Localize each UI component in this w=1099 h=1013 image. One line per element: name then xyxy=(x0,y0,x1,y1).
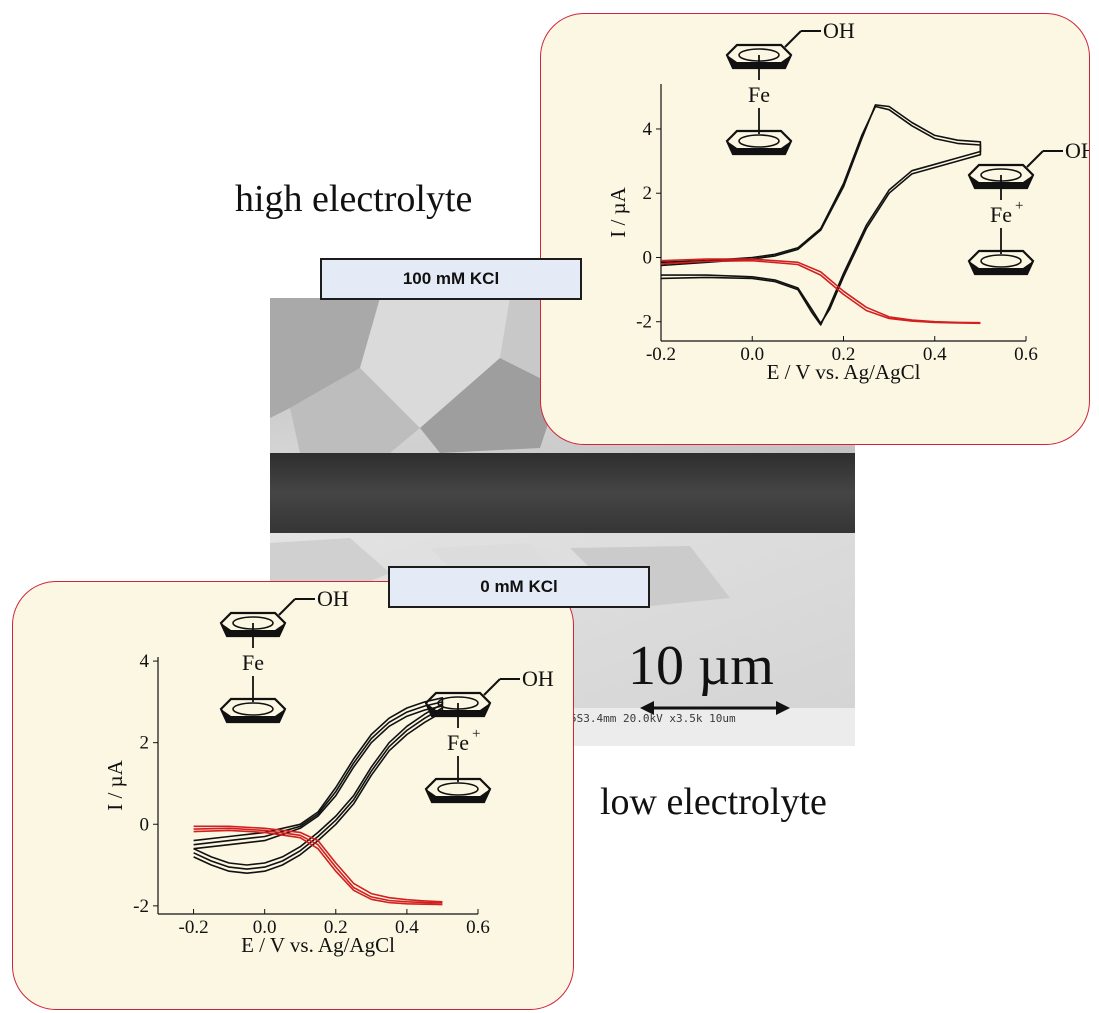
y-tick-label: 2 xyxy=(140,733,150,754)
bond-ch2 xyxy=(278,598,296,616)
cv-trace xyxy=(660,105,982,325)
cp-ring-bottom xyxy=(221,623,285,636)
cv-trace xyxy=(193,827,443,904)
x-tick-label: 0.6 xyxy=(1014,344,1038,365)
cp-ring-aromatic xyxy=(980,254,1022,268)
x-tick-label: 0.2 xyxy=(832,344,856,365)
x-tick-label: 0.4 xyxy=(923,344,947,365)
cp-ring-bottom xyxy=(727,141,791,154)
x-axis-title: E / V vs. Ag/AgCl xyxy=(241,933,395,957)
x-tick-label: 0.0 xyxy=(253,917,277,938)
caption-low-electrolyte: low electrolyte xyxy=(600,781,827,823)
x-tick-label: -0.2 xyxy=(646,344,676,365)
cv-trace xyxy=(193,825,443,903)
fe-label: Fe xyxy=(242,650,264,675)
cp-ring-bottom xyxy=(969,175,1033,188)
y-tick-label: 2 xyxy=(643,183,653,204)
cp-ring-aromatic xyxy=(437,782,479,796)
cv-trace xyxy=(660,259,981,325)
bond-ch2 xyxy=(1026,150,1044,168)
y-tick-label: -2 xyxy=(133,896,149,917)
y-tick-label: 0 xyxy=(140,814,150,835)
scale-bar-arrow xyxy=(640,701,790,715)
x-tick-label: 0.4 xyxy=(395,917,419,938)
cv-trace xyxy=(193,701,444,870)
cv-chart-high: -0.2 0.0 0.2 0.4 0.6 -2 0 2 4 E / V vs. Ag/AgCl I … xyxy=(606,18,1089,384)
cv-trace xyxy=(193,697,444,866)
cv-trace xyxy=(193,705,444,875)
y-axis-title: I / µA xyxy=(606,186,630,237)
y-tick-label: 0 xyxy=(643,247,653,268)
oh-group-label: OH xyxy=(1065,138,1089,163)
cv-chart-low: -0.2 0.0 0.2 0.4 0.6 -2 0 2 4 E / V vs. Ag/AgCl I … xyxy=(103,586,554,957)
panel-high-electrolyte: -0.2 0.0 0.2 0.4 0.6 -2 0 2 4 E / V vs. Ag/AgCl I … xyxy=(540,13,1090,445)
scale-bar-label: 10 µm xyxy=(628,635,774,697)
x-tick-label: 0.2 xyxy=(324,917,348,938)
cp-ring-bottom xyxy=(727,55,791,68)
cp-ring-bottom xyxy=(969,261,1033,274)
y-tick-label: -2 xyxy=(636,312,652,333)
charge-label: + xyxy=(1015,198,1023,214)
oh-group-label: OH xyxy=(317,586,349,611)
x-axis-title: E / V vs. Ag/AgCl xyxy=(767,360,921,384)
panel-low-electrolyte: -0.2 0.0 0.2 0.4 0.6 -2 0 2 4 E / V vs. Ag/AgCl I … xyxy=(12,581,574,1010)
cv-trace xyxy=(193,829,443,906)
oh-group-label: OH xyxy=(522,666,554,691)
y-tick-label: 4 xyxy=(140,651,150,672)
sem-info-bar: 5S3.4mm 20.0kV x3.5k 10um xyxy=(570,712,736,725)
x-tick-label: -0.2 xyxy=(179,917,209,938)
cv-trace xyxy=(660,104,982,326)
cp-ring-bottom xyxy=(426,789,490,802)
label-0mm-kcl: 0 mM KCl xyxy=(388,566,650,608)
y-axis-title: I / µA xyxy=(103,759,127,810)
y-tick-label: 4 xyxy=(643,119,653,140)
oh-group-label: OH xyxy=(823,18,855,43)
bond-ch2 xyxy=(483,678,501,696)
charge-label: + xyxy=(472,726,480,742)
fe-label: Fe xyxy=(748,82,770,107)
bond-ch2 xyxy=(784,30,802,48)
x-tick-label: 0.6 xyxy=(466,917,490,938)
cv-trace xyxy=(660,258,981,324)
fe-label: Fe xyxy=(447,730,469,755)
cp-ring-aromatic xyxy=(738,134,780,148)
cp-ring-aromatic xyxy=(232,702,274,716)
cp-ring-bottom xyxy=(426,703,490,716)
label-100mm-kcl: 100 mM KCl xyxy=(320,258,582,300)
cp-ring-bottom xyxy=(221,709,285,722)
x-tick-label: 0.0 xyxy=(740,344,764,365)
caption-high-electrolyte: high electrolyte xyxy=(235,178,473,220)
fe-label: Fe xyxy=(990,202,1012,227)
